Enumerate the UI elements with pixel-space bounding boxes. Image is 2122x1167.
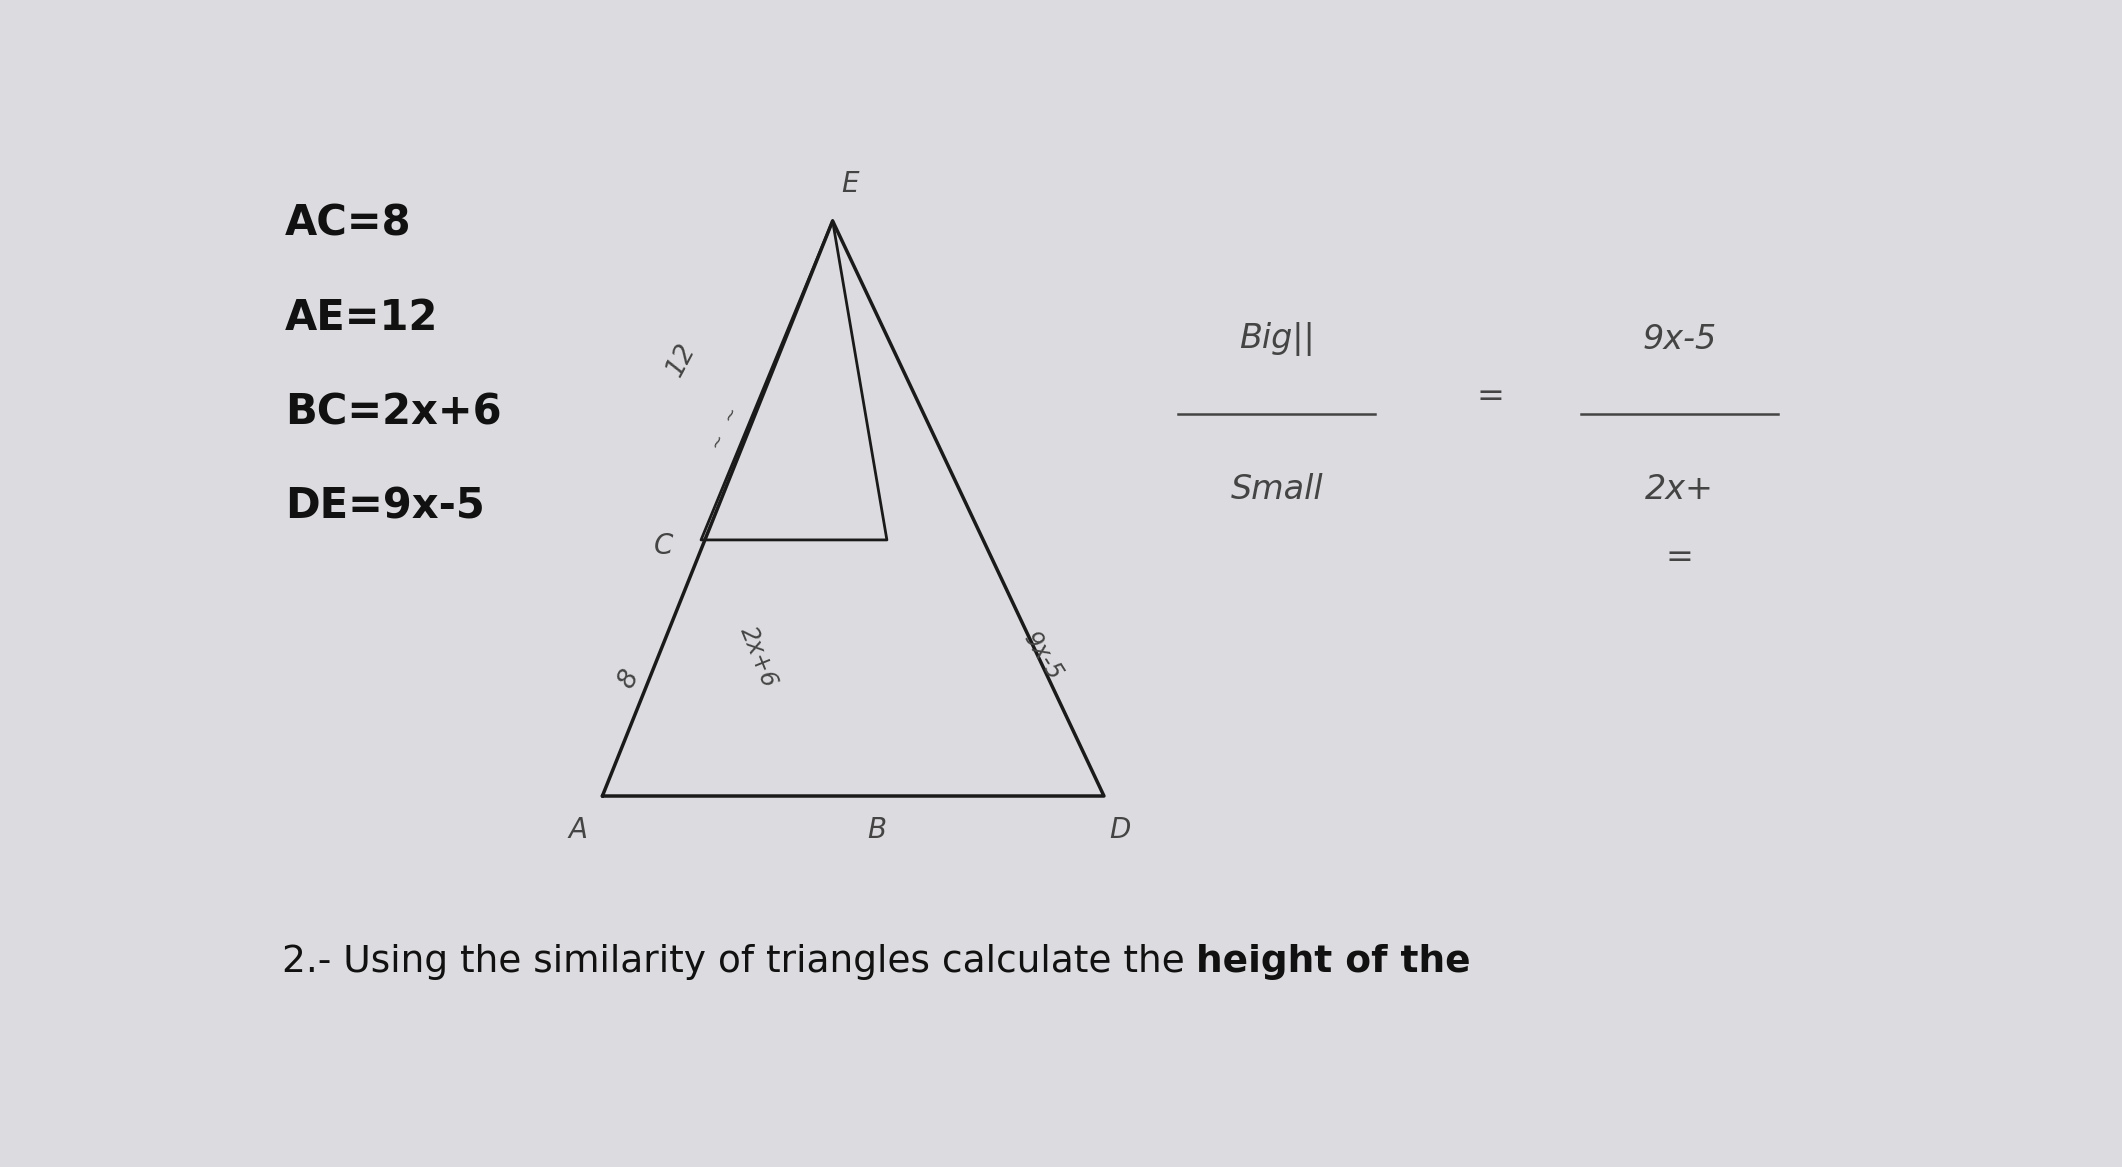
Text: =: = [1477, 379, 1504, 413]
Text: ~: ~ [719, 404, 743, 425]
Text: AC=8: AC=8 [284, 203, 412, 245]
Text: ~: ~ [707, 431, 730, 452]
Text: DE=9x-5: DE=9x-5 [284, 485, 484, 527]
Text: Big||: Big|| [1239, 322, 1314, 356]
Text: 2x+6: 2x+6 [736, 623, 781, 691]
Text: 2x+: 2x+ [1645, 473, 1715, 505]
Text: 8: 8 [613, 665, 645, 693]
Text: =: = [1666, 541, 1693, 574]
Text: Small: Small [1231, 473, 1322, 505]
Text: 12: 12 [662, 340, 700, 382]
Text: D: D [1110, 816, 1131, 844]
Text: B: B [868, 816, 887, 844]
Text: BC=2x+6: BC=2x+6 [284, 392, 501, 434]
Text: 9x-5: 9x-5 [1642, 323, 1717, 356]
Text: C: C [654, 532, 673, 560]
Text: height of the: height of the [1197, 944, 1471, 980]
Text: 2.- Using the similarity of triangles calculate the: 2.- Using the similarity of triangles ca… [282, 944, 1197, 980]
Text: AE=12: AE=12 [284, 298, 439, 340]
Text: 9x-5: 9x-5 [1019, 628, 1067, 685]
Text: A: A [569, 816, 588, 844]
Text: E: E [840, 170, 857, 198]
